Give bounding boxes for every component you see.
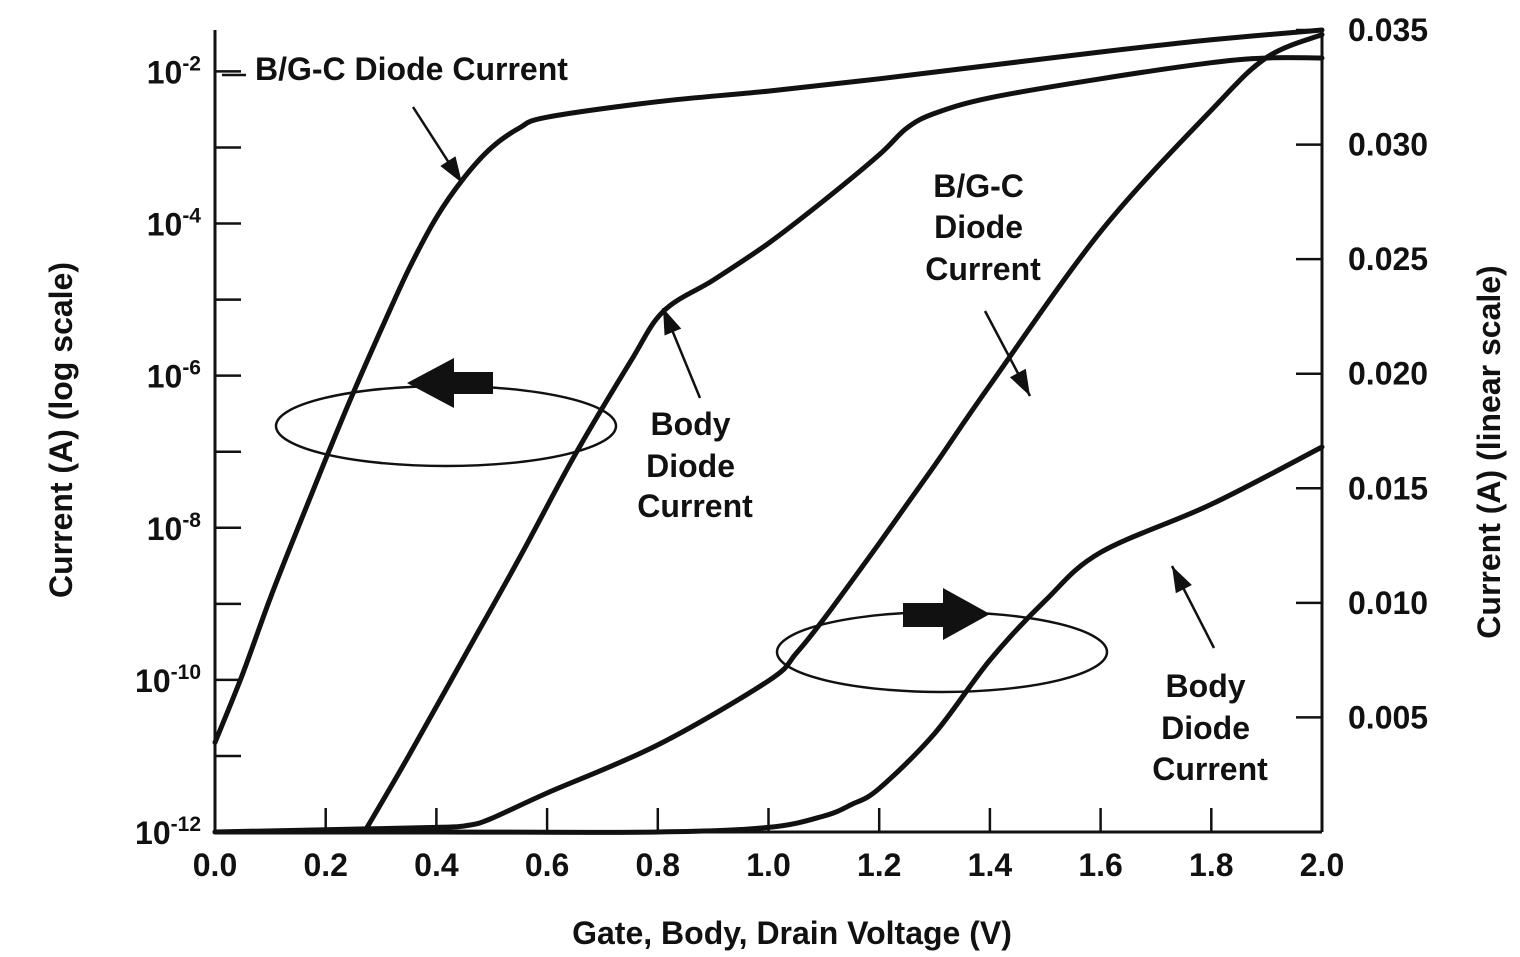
- x-tick-label: 1.6: [1078, 847, 1122, 883]
- y-right-tick-label: 0.025: [1348, 241, 1428, 277]
- annotation-body-linear: Body Diode Current: [1152, 668, 1268, 787]
- x-tick-label: 1.0: [746, 847, 790, 883]
- annotation-body-linear-line: Current: [1152, 751, 1268, 787]
- y-left-tick-label: 10-8: [147, 509, 202, 547]
- y-left-tick-label: 10-12: [135, 813, 201, 851]
- annotation-body-linear-line: Diode: [1161, 710, 1250, 746]
- x-tick-label: 0.0: [193, 847, 237, 883]
- left-block-arrow-icon: [407, 358, 493, 408]
- x-tick-label: 1.4: [968, 847, 1013, 883]
- y-axis-right-title: Current (A) (linear scale): [1471, 265, 1507, 638]
- x-tick-label: 1.8: [1189, 847, 1233, 883]
- annotation-bgc-linear-line: Current: [925, 251, 1041, 287]
- x-tick-label: 0.4: [414, 847, 459, 883]
- x-tick-label: 0.2: [303, 847, 347, 883]
- y-right-tick-label: 0.015: [1348, 470, 1428, 506]
- body-diode-log-curve: [361, 55, 1325, 835]
- body-linear-pointer-head: [1172, 566, 1192, 594]
- bgc-diode-linear-curve: [212, 32, 1325, 835]
- bgc-diode-log-curve: [212, 27, 1325, 745]
- annotation-body-linear-line: Body: [1166, 668, 1246, 704]
- y-right-tick-label: 0.005: [1348, 699, 1428, 735]
- chart-overlays: [222, 73, 1216, 694]
- bgc-log-pointer-head: [440, 156, 462, 183]
- y-left-tick-label: 10-6: [147, 357, 201, 395]
- annotation-body-log-line: Body: [651, 406, 731, 442]
- annotation-bgc-log: B/G-C Diode Current: [255, 51, 568, 87]
- y-right-tick-label: 0.030: [1348, 127, 1428, 163]
- annotation-bgc-linear: B/G-C Diode Current: [925, 168, 1041, 287]
- annotation-body-log-line: Diode: [646, 448, 735, 484]
- y-left-tick-label: 10-10: [135, 661, 201, 699]
- x-tick-label: 1.2: [857, 847, 901, 883]
- y-left-tick-label: 10-4: [147, 205, 202, 243]
- y-right-tick-label: 0.020: [1348, 356, 1428, 392]
- y-right-tick-label: 0.010: [1348, 585, 1428, 621]
- body-diode-linear-curve: [212, 444, 1325, 835]
- x-axis-title: Gate, Body, Drain Voltage (V): [572, 915, 1012, 951]
- bgc-linear-pointer-head: [1009, 368, 1030, 396]
- chart-axes: [213, 30, 1324, 834]
- annotation-body-log: Body Diode Current: [637, 406, 753, 524]
- annotation-body-log-line: Current: [637, 488, 753, 524]
- body-log-pointer-head: [663, 308, 682, 336]
- chart-ticks: 0.0 0.2 0.4 0.6 0.8 1.0 1.2 1.4 1.6 1.8 2.0 10-12 10…: [135, 12, 1428, 883]
- annotation-bgc-linear-line: Diode: [934, 209, 1023, 245]
- annotation-bgc-linear-line: B/G-C: [933, 168, 1024, 204]
- x-tick-label: 2.0: [1300, 847, 1344, 883]
- right-block-arrow-icon: [903, 588, 990, 640]
- x-tick-label: 0.6: [525, 847, 569, 883]
- x-tick-label: 0.8: [636, 847, 680, 883]
- y-right-tick-label: 0.035: [1348, 12, 1428, 48]
- y-left-tick-label: 10-2: [147, 52, 201, 90]
- chart-series: [212, 27, 1325, 835]
- y-axis-left-title: Current (A) (log scale): [43, 262, 79, 598]
